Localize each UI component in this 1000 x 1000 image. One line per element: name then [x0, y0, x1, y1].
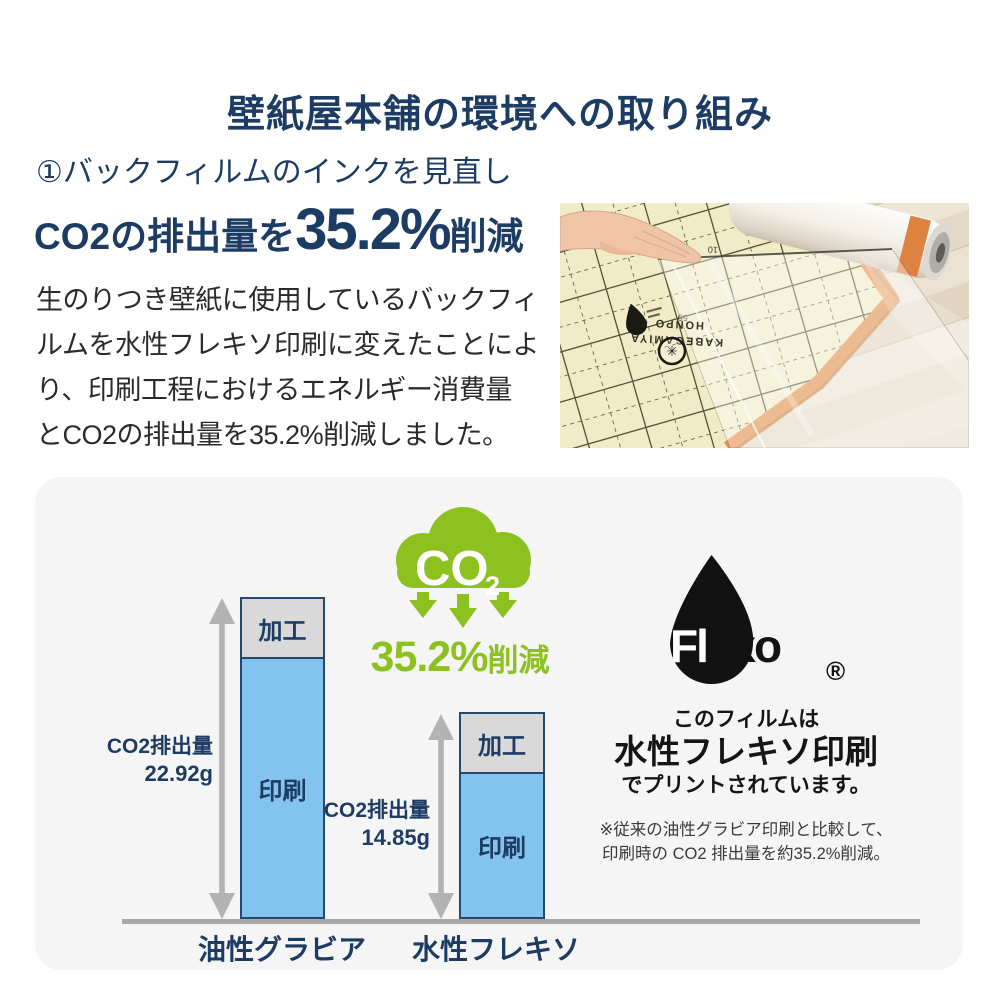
product-photo: 10 50: [560, 203, 969, 448]
body-paragraph: 生のりつき壁紙に使用しているバックフィ ルムを水性フレキソ印刷に変えたことによ …: [36, 278, 539, 458]
co2-reduction-headline: CO2の排出量を35.2%削減: [34, 196, 524, 263]
emission-label-flexo: CO2排出量 14.85g: [323, 799, 430, 850]
measure-arrow-icon: [428, 714, 454, 919]
measure-arrow-icon: [209, 598, 235, 919]
cloud-co-text: CO: [415, 542, 489, 596]
category-label-gravure: 油性グラビア: [197, 934, 366, 965]
body-line: とCO2の排出量を35.2%削減しました。: [36, 420, 509, 450]
body-line: 生のりつき壁紙に使用しているバックフィ: [36, 285, 539, 315]
flexo-footnote-line1: ※従来の油性グラビア印刷と比較して、: [599, 821, 893, 839]
flexo-caption-line2: 水性フレキソ印刷: [614, 733, 878, 770]
comparison-panel: 加工 印刷 加工 印刷 CO2排出量 22.92g CO2排出量 14.85g: [35, 477, 963, 970]
cloud-sub-text: 2: [485, 571, 500, 601]
page-title: 壁紙屋本舗の環境への取り組み: [226, 94, 773, 137]
chart-baseline: [122, 919, 920, 924]
svg-text:50: 50: [678, 312, 689, 323]
bar-segment-processing: 加工: [461, 714, 543, 774]
co2-cloud-icon: CO 2: [375, 500, 545, 635]
film-brand-text: HONPO: [653, 317, 704, 332]
hand: [560, 210, 702, 264]
emission-label-gravure: CO2排出量 22.92g: [106, 735, 213, 786]
body-line: り、印刷工程におけるエネルギー消費量: [36, 375, 512, 405]
section-heading: ①バックフィルムのインクを見直し: [36, 156, 512, 189]
flexo-logo-text: Flexo: [670, 620, 782, 672]
headline-suffix: 削減: [449, 216, 524, 257]
flexo-droplet-icon: [670, 555, 754, 684]
flexo-caption-line1: このフィルムは: [672, 708, 820, 731]
bar-segment-processing: 加工: [242, 599, 323, 659]
sheet-droplet-mark: [626, 303, 662, 336]
photo-illustration: 10 50: [560, 203, 969, 448]
wallpaper-roll: [728, 203, 953, 281]
registered-mark: ®: [826, 656, 846, 686]
category-label-flexo: 水性フレキソ: [411, 934, 580, 965]
headline-value: 35.2%: [295, 197, 451, 262]
body-line: ルムを水性フレキソ印刷に変えたことによ: [36, 330, 539, 360]
flexo-caption-line3: でプリントされています。: [621, 774, 871, 797]
bar-segment-printing: 印刷: [461, 774, 543, 917]
transparent-film: KABEGAMIYA HONPO ✳: [629, 248, 969, 448]
svg-text:✳: ✳: [666, 343, 678, 359]
reduction-label: 35.2%削減: [370, 633, 550, 681]
bar-segment-printing: 印刷: [242, 659, 323, 917]
film-over-roll: [860, 255, 969, 393]
film-round-logo: [657, 336, 687, 366]
flexo-footnote-line2: 印刷時の CO2 排出量を約35.2%削減。: [602, 845, 890, 863]
svg-text:10: 10: [708, 244, 719, 255]
sheet-orange-edge: [723, 257, 899, 448]
bar-water-flexo: 加工 印刷: [459, 712, 545, 919]
bar-oil-gravure: 加工 印刷: [240, 597, 325, 919]
headline-prefix: CO2の排出量を: [34, 216, 296, 257]
